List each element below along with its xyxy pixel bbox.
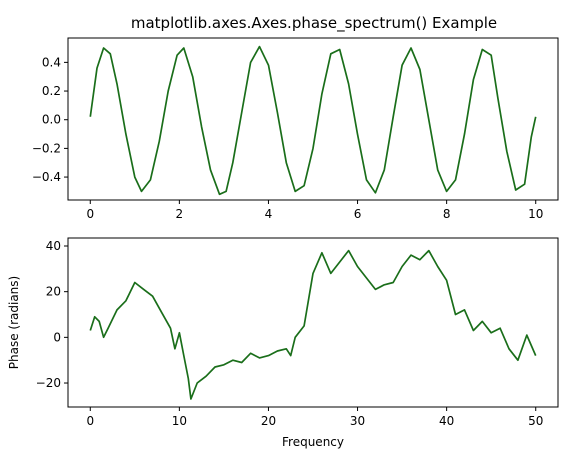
bottom-ytick-label: 0 — [53, 330, 61, 344]
bottom-xtick-label: 40 — [439, 414, 454, 428]
bottom-xtick-label: 30 — [350, 414, 365, 428]
bottom-xtick-label: 0 — [86, 414, 94, 428]
top-xtick-label: 6 — [354, 207, 362, 221]
bottom-series-line-0 — [89, 249, 537, 400]
bottom-xtick-label: 20 — [261, 414, 276, 428]
top-ytick-label: 0.4 — [42, 55, 61, 69]
bottom-plot-frame — [67, 237, 559, 408]
bottom-ytick-label: 40 — [46, 239, 61, 253]
top-xtick-label: 8 — [443, 207, 451, 221]
top-xtick-label: 4 — [265, 207, 273, 221]
bottom-ytick-label: −20 — [36, 376, 61, 390]
bottom-xtick-label: 50 — [528, 414, 543, 428]
bottom-xtick-label: 10 — [172, 414, 187, 428]
top-xtick-label: 0 — [86, 207, 94, 221]
bottom-yaxis-label: Phase (radians) — [7, 276, 21, 369]
top-xtick-label: 2 — [176, 207, 184, 221]
top-ytick-label: 0.2 — [42, 84, 61, 98]
top-ytick-label: 0.0 — [42, 113, 61, 127]
top-ytick-label: −0.4 — [32, 170, 61, 184]
bottom-ytick-label: 20 — [46, 285, 61, 299]
top-axes: 0 2 4 6 8 10 −0.4 −0.2 0.0 0.2 0.4 — [32, 37, 559, 221]
figure-title: matplotlib.axes.Axes.phase_spectrum() Ex… — [131, 14, 497, 33]
bottom-xaxis-label: Frequency — [282, 435, 344, 449]
bottom-axes: 0 10 20 30 40 50 −20 0 20 40 Frequency Phase (radia… — [7, 237, 559, 449]
top-ytick-label: −0.2 — [32, 141, 61, 155]
top-series-line-0 — [89, 45, 537, 196]
top-plot-frame — [67, 37, 559, 201]
top-xtick-label: 10 — [528, 207, 543, 221]
